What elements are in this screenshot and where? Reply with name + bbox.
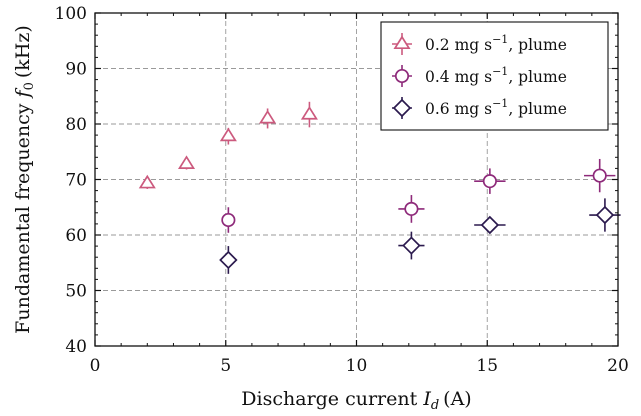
y-tick-label: 60	[65, 226, 87, 246]
x-axis-ticks: 0 5 10 15 20	[90, 13, 629, 376]
x-axis-label: Discharge current Id (A)	[241, 388, 471, 413]
legend-label: 0.4 mg s−1, plume	[425, 65, 567, 86]
series-triangle	[138, 101, 318, 189]
x-axis-label-symbol: I	[422, 388, 431, 410]
x-axis-label-main: Discharge current	[241, 388, 417, 410]
x-axis-label-sub: d	[431, 398, 439, 413]
data-point	[221, 212, 236, 228]
legend: 0.2 mg s−1, plume 0.4 mg s−1, plume 0.6 mg…	[380, 21, 609, 131]
x-tick-label: 20	[607, 356, 629, 376]
data-point	[219, 250, 238, 270]
x-tick-label: 15	[476, 356, 498, 376]
y-axis-label-symbol: f	[12, 87, 34, 99]
y-tick-label: 40	[65, 337, 87, 357]
data-point	[480, 215, 500, 235]
series-circle	[221, 158, 616, 233]
y-tick-label: 50	[65, 282, 87, 302]
data-point	[402, 236, 421, 255]
y-tick-label: 90	[65, 60, 87, 80]
y-axis-label-main: Fundamental frequency	[12, 103, 34, 334]
data-point	[259, 109, 277, 124]
plot-area-frame	[94, 12, 619, 347]
legend-label: 0.6 mg s−1, plume	[425, 97, 567, 118]
legend-marker	[394, 68, 410, 84]
y-axis-label-sub: 0	[22, 82, 37, 90]
data-series	[138, 101, 621, 274]
y-tick-label: 80	[65, 115, 87, 135]
x-tick-label: 5	[220, 356, 231, 376]
legend-marker	[392, 98, 412, 118]
y-tick-label: 100	[55, 4, 87, 24]
y-tick-label: 70	[65, 171, 87, 191]
y-axis-label: Fundamental frequency f0 (kHz)	[12, 25, 37, 334]
data-point	[177, 155, 196, 170]
data-point	[138, 174, 156, 189]
data-point	[595, 205, 615, 225]
data-point	[219, 127, 237, 142]
data-point	[404, 201, 419, 216]
data-point	[592, 168, 607, 183]
legend-label: 0.2 mg s−1, plume	[425, 33, 567, 54]
y-axis-label-unit: (kHz)	[12, 25, 34, 78]
x-tick-label: 0	[90, 356, 101, 376]
x-tick-label: 10	[346, 356, 368, 376]
data-point	[300, 105, 318, 120]
data-point	[482, 174, 497, 189]
series-diamond	[219, 198, 621, 274]
x-axis-label-unit: (A)	[443, 388, 472, 410]
legend-marker	[393, 35, 411, 50]
legend-box	[380, 21, 609, 131]
